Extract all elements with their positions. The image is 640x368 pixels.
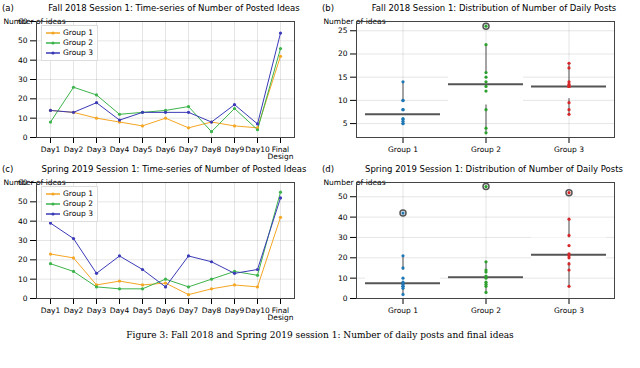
html-text:Fall 2018 Session 1: Distribut: Fall 2018 Session 1: Distribution of Num… [371, 3, 617, 13]
svg-text:0: 0 [23, 294, 28, 303]
svg-text:Number of ideas: Number of ideas [3, 177, 66, 187]
svg-text:Day9: Day9 [225, 306, 245, 315]
svg-text:40: 40 [18, 217, 28, 226]
svg-text:Day2: Day2 [64, 306, 84, 315]
svg-text:Group 1: Group 1 [388, 306, 418, 315]
svg-text:Day4: Day4 [110, 306, 130, 315]
html-text:Group 2: Group 2 [63, 38, 93, 47]
svg-text:Group 2: Group 2 [471, 145, 501, 154]
html-text:Group 1: Group 1 [63, 28, 93, 37]
html-text:(a): (a) [2, 3, 14, 13]
svg-text:Group 2: Group 2 [471, 306, 501, 315]
svg-text:FinalDesign: FinalDesign [268, 145, 294, 162]
svg-text:30: 30 [18, 236, 28, 245]
html-text:Spring 2019 Session 1: Distrib: Spring 2019 Session 1: Distribution of N… [365, 164, 623, 174]
svg-text:Day1: Day1 [41, 145, 61, 154]
svg-text:0: 0 [23, 133, 28, 142]
svg-text:Day7: Day7 [179, 145, 199, 154]
svg-text:40: 40 [338, 212, 348, 221]
svg-text:20: 20 [338, 49, 348, 58]
svg-text:5: 5 [343, 119, 348, 128]
svg-text:40: 40 [18, 56, 28, 65]
html-text:Group 2: Group 2 [63, 199, 93, 208]
svg-text:Day6: Day6 [156, 306, 176, 315]
svg-text:Day3: Day3 [87, 306, 107, 315]
svg-text:FinalDesign: FinalDesign [268, 306, 294, 323]
svg-text:Number of ideas: Number of ideas [323, 177, 386, 187]
svg-text:Day4: Day4 [110, 145, 130, 154]
svg-text:Group 1: Group 1 [388, 145, 418, 154]
svg-text:Group 3: Group 3 [554, 145, 584, 154]
html-text:Group 1: Group 1 [63, 189, 93, 198]
html-text:Figure 3: Fall 2018 and Spring: Figure 3: Fall 2018 and Spring 2019 sess… [126, 330, 514, 340]
svg-text:Day3: Day3 [87, 145, 107, 154]
svg-text:Day1: Day1 [41, 306, 61, 315]
svg-text:50: 50 [18, 197, 28, 206]
svg-text:Day5: Day5 [133, 306, 153, 315]
svg-text:Day9: Day9 [225, 145, 245, 154]
svg-text:50: 50 [338, 192, 348, 201]
html-text:(b): (b) [322, 3, 334, 13]
svg-text:20: 20 [338, 253, 348, 262]
html-text:(d): (d) [322, 164, 334, 174]
svg-text:Day2: Day2 [64, 145, 84, 154]
svg-text:20: 20 [18, 255, 28, 264]
svg-text:10: 10 [338, 96, 348, 105]
svg-text:Day10: Day10 [245, 306, 270, 315]
svg-text:10: 10 [18, 114, 28, 123]
svg-text:Day7: Day7 [179, 306, 199, 315]
svg-text:Number of ideas: Number of ideas [3, 16, 66, 26]
svg-text:Day6: Day6 [156, 145, 176, 154]
html-text:Fall 2018 Session 1: Time-seri: Fall 2018 Session 1: Time-series of Numb… [48, 3, 300, 13]
svg-text:50: 50 [18, 36, 28, 45]
svg-text:30: 30 [18, 75, 28, 84]
svg-text:15: 15 [338, 73, 348, 82]
svg-text:0: 0 [343, 294, 348, 303]
svg-text:Day5: Day5 [133, 145, 153, 154]
svg-text:Day8: Day8 [202, 145, 222, 154]
html-text:Group 3: Group 3 [63, 209, 93, 218]
svg-text:25: 25 [338, 26, 348, 35]
svg-text:Group 3: Group 3 [554, 306, 584, 315]
html-text:Spring 2019 Session 1: Time-se: Spring 2019 Session 1: Time-series of Nu… [41, 164, 307, 174]
svg-text:Number of ideas: Number of ideas [323, 16, 386, 26]
svg-text:10: 10 [338, 274, 348, 283]
svg-text:10: 10 [18, 275, 28, 284]
svg-text:Day10: Day10 [245, 145, 270, 154]
html-text:Group 3: Group 3 [63, 48, 93, 57]
svg-text:20: 20 [18, 94, 28, 103]
html-text:(c): (c) [2, 164, 14, 174]
svg-text:Day8: Day8 [202, 306, 222, 315]
svg-text:30: 30 [338, 233, 348, 242]
